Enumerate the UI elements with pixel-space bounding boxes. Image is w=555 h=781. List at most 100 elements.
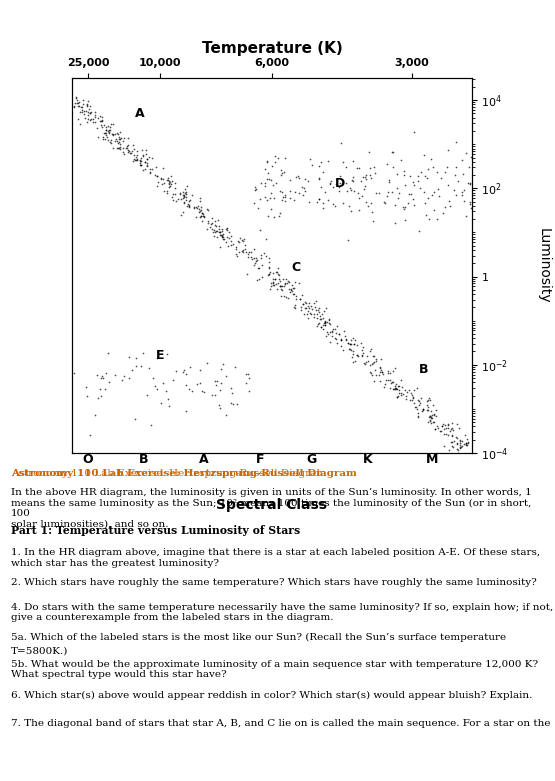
Point bbox=[73, 94, 82, 106]
Point bbox=[78, 104, 87, 116]
Point bbox=[462, 437, 471, 449]
Point bbox=[423, 394, 432, 406]
Point bbox=[274, 210, 283, 223]
Point bbox=[436, 425, 445, 437]
Point bbox=[231, 248, 240, 261]
Point bbox=[223, 240, 232, 252]
Point bbox=[292, 291, 301, 303]
Point bbox=[442, 428, 451, 440]
Point bbox=[327, 326, 336, 339]
Point bbox=[195, 206, 204, 219]
Point bbox=[257, 249, 266, 262]
Point bbox=[466, 198, 475, 210]
Point bbox=[83, 98, 92, 111]
Point bbox=[153, 351, 162, 364]
Point bbox=[398, 381, 407, 394]
Point bbox=[93, 392, 102, 405]
Point bbox=[273, 262, 282, 274]
Point bbox=[138, 148, 147, 161]
Point bbox=[355, 205, 364, 217]
Point bbox=[401, 390, 410, 402]
Point bbox=[239, 233, 248, 245]
Point bbox=[232, 398, 241, 411]
Point bbox=[388, 161, 397, 173]
Point bbox=[244, 368, 253, 380]
Point bbox=[231, 361, 240, 373]
Point bbox=[245, 372, 254, 384]
Point bbox=[255, 192, 264, 205]
Point bbox=[290, 282, 299, 294]
Point bbox=[451, 136, 460, 148]
Point bbox=[278, 284, 286, 296]
Point bbox=[457, 435, 466, 448]
Point bbox=[393, 380, 402, 392]
Point bbox=[346, 333, 355, 346]
Point bbox=[123, 140, 132, 152]
Point bbox=[430, 186, 438, 198]
Point bbox=[335, 327, 344, 340]
Point bbox=[413, 170, 422, 183]
Point bbox=[199, 210, 208, 223]
Point bbox=[195, 192, 204, 205]
Point bbox=[290, 186, 299, 198]
Point bbox=[443, 429, 452, 441]
Point bbox=[222, 236, 231, 248]
Point bbox=[462, 209, 471, 222]
Point bbox=[213, 231, 221, 244]
Point bbox=[241, 377, 250, 390]
Point bbox=[70, 366, 79, 379]
Point bbox=[420, 170, 429, 183]
Point bbox=[148, 162, 157, 175]
Point bbox=[268, 276, 277, 289]
Point bbox=[389, 366, 398, 378]
Point bbox=[360, 180, 369, 192]
Point bbox=[449, 440, 458, 453]
Point bbox=[180, 187, 189, 199]
Point bbox=[393, 390, 402, 403]
Point bbox=[405, 187, 414, 200]
Point bbox=[415, 225, 423, 237]
Point bbox=[124, 144, 133, 156]
Point bbox=[370, 349, 379, 362]
Point bbox=[252, 183, 261, 195]
Point bbox=[405, 394, 414, 407]
Point bbox=[84, 95, 93, 108]
Point bbox=[294, 169, 302, 182]
Point bbox=[335, 184, 344, 197]
Point bbox=[431, 423, 440, 435]
Point bbox=[117, 131, 125, 144]
Point bbox=[321, 316, 330, 328]
Point bbox=[164, 393, 173, 405]
Point bbox=[354, 350, 362, 362]
Point bbox=[143, 159, 152, 172]
Point bbox=[136, 359, 145, 372]
Text: T=5800K.): T=5800K.) bbox=[11, 647, 68, 656]
Point bbox=[72, 97, 81, 109]
Point bbox=[305, 152, 314, 165]
Point bbox=[263, 173, 271, 185]
Point bbox=[185, 194, 194, 207]
Point bbox=[346, 184, 355, 196]
Point bbox=[439, 440, 448, 452]
Point bbox=[414, 407, 423, 419]
Point bbox=[115, 141, 124, 153]
Point bbox=[455, 433, 464, 446]
Point bbox=[349, 345, 357, 358]
Point bbox=[326, 335, 335, 348]
Point bbox=[440, 423, 448, 435]
Point bbox=[316, 155, 325, 168]
Point bbox=[240, 238, 249, 251]
Point bbox=[426, 411, 435, 423]
Point bbox=[304, 174, 312, 187]
Point bbox=[133, 154, 142, 166]
Point bbox=[165, 399, 174, 412]
Point bbox=[99, 372, 108, 384]
Point bbox=[321, 186, 330, 198]
Point bbox=[226, 239, 235, 251]
Point bbox=[361, 196, 370, 209]
Point bbox=[402, 393, 411, 405]
Point bbox=[356, 337, 365, 349]
Point bbox=[372, 355, 381, 367]
Point bbox=[140, 155, 149, 168]
Point bbox=[408, 392, 417, 405]
